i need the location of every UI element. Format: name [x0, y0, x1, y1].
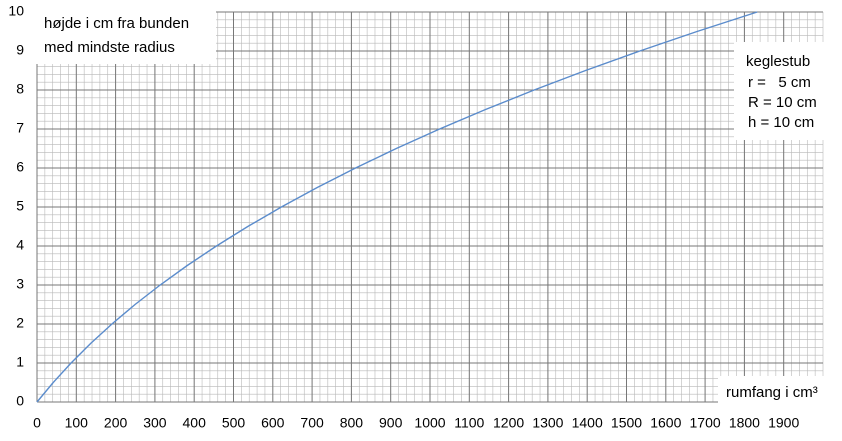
x-tick-label: 1800 [729, 415, 760, 431]
annotation-box: keglestub r = 5 cm R = 10 cm h = 10 cm [734, 42, 824, 140]
y-tick-label: 7 [16, 120, 24, 136]
annotation: keglestub [746, 53, 810, 70]
x-tick-label: 500 [222, 415, 246, 431]
y-tick-label: 9 [16, 42, 24, 58]
x-tick-label: 200 [104, 415, 128, 431]
annotation: h = 10 cm [748, 114, 814, 131]
x-tick-label: 700 [300, 415, 324, 431]
x-tick-label: 300 [143, 415, 167, 431]
y-axis-label: med mindste radius [44, 39, 175, 56]
x-tick-label: 1700 [690, 415, 721, 431]
y-tick-label: 6 [16, 159, 24, 175]
x-tick-label: 1200 [493, 415, 524, 431]
x-tick-label: 1400 [572, 415, 603, 431]
y-axis-label: højde i cm fra bunden [44, 15, 189, 32]
annotation: r = 5 cm [748, 74, 811, 91]
x-tick-label: 600 [261, 415, 285, 431]
y-tick-label: 2 [16, 315, 24, 331]
y-tick-label: 0 [16, 393, 24, 409]
y-tick-label: 1 [16, 354, 24, 370]
x-tick-label: 1900 [768, 415, 799, 431]
x-tick-label: 800 [340, 415, 364, 431]
y-tick-label: 8 [16, 81, 24, 97]
x-axis-label: rumfang i cm³ [726, 384, 818, 401]
x-tick-label: 1100 [454, 415, 484, 431]
x-tick-label: 1600 [650, 415, 681, 431]
y-label-box: højde i cm fra bunden med mindste radius [36, 6, 216, 64]
x-tick-label: 1300 [532, 415, 563, 431]
x-tick-label: 1500 [611, 415, 642, 431]
annotation-background [734, 42, 824, 140]
grid [36, 11, 824, 403]
label-background [36, 6, 216, 64]
x-tick-label: 900 [379, 415, 403, 431]
x-tick-label: 1000 [414, 415, 445, 431]
y-tick-label: 10 [8, 3, 24, 19]
x-label-box: rumfang i cm³ [718, 376, 828, 406]
plot [36, 11, 758, 403]
y-tick-label: 4 [16, 237, 24, 253]
y-tick-label: 3 [16, 276, 24, 292]
annotation: R = 10 cm [748, 94, 817, 111]
label-background [718, 376, 828, 406]
x-tick-label: 100 [65, 415, 89, 431]
x-tick-label: 0 [33, 415, 41, 431]
data-line [36, 11, 758, 403]
y-tick-label: 5 [16, 198, 24, 214]
x-tick-label: 400 [183, 415, 207, 431]
